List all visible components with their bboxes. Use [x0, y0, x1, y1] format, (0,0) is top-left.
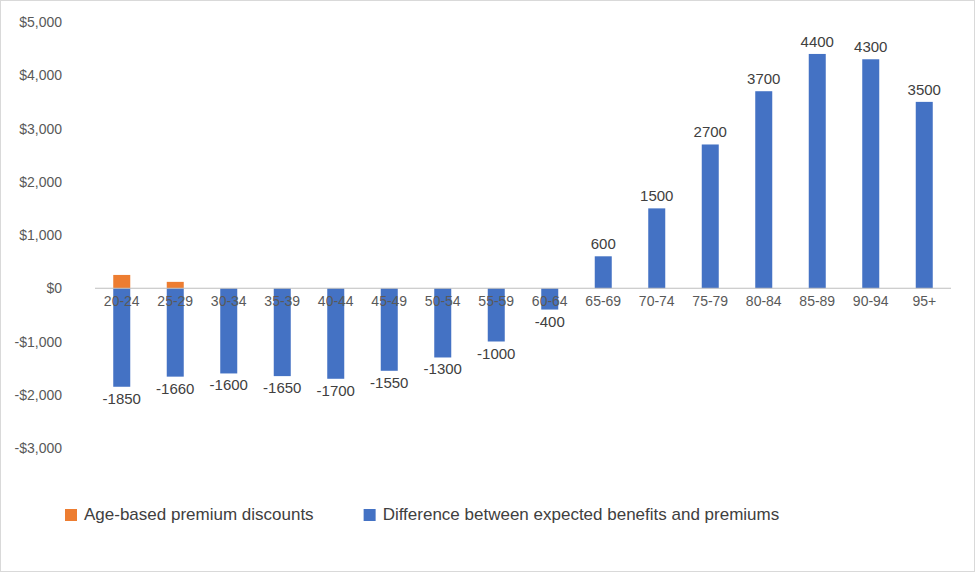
y-tick-label: $0	[46, 280, 62, 296]
y-tick-label: $2,000	[19, 174, 62, 190]
y-tick-label: -$3,000	[15, 440, 63, 456]
legend-label: Difference between expected benefits and…	[383, 505, 780, 524]
x-tick-label: 20-24	[104, 293, 140, 309]
data-label: -1300	[424, 360, 462, 377]
chart: -$3,000 -$2,000 -$1,000 $0 $1,000 $2,000 $3,00…	[0, 0, 975, 572]
x-tick-label: 50-54	[425, 293, 461, 309]
data-label: 1500	[640, 187, 673, 204]
legend: Age-based premium discounts Difference be…	[65, 505, 779, 524]
bar	[702, 144, 719, 288]
y-tick-label: $3,000	[19, 121, 62, 137]
data-label: -1650	[263, 379, 301, 396]
data-label: -1600	[210, 376, 248, 393]
x-tick-label: 90-94	[853, 293, 889, 309]
data-label: -400	[535, 313, 565, 330]
x-tick-label: 25-29	[157, 293, 193, 309]
x-tick-label: 80-84	[746, 293, 782, 309]
x-tick-label: 70-74	[639, 293, 675, 309]
bar	[595, 256, 612, 288]
bar	[113, 275, 130, 288]
x-tick-label: 30-34	[211, 293, 247, 309]
data-label: -1700	[317, 382, 355, 399]
x-tick-label: 45-49	[371, 293, 407, 309]
data-label: 4400	[801, 33, 834, 50]
x-tick-label: 65-69	[585, 293, 621, 309]
data-label: 600	[591, 235, 616, 252]
bars	[113, 54, 933, 387]
data-label: -1550	[370, 374, 408, 391]
legend-label: Age-based premium discounts	[84, 505, 314, 524]
x-axis-line	[95, 288, 951, 289]
bar	[755, 91, 772, 288]
bar	[648, 208, 665, 288]
legend-swatch	[65, 509, 77, 521]
x-tick-label: 75-79	[692, 293, 728, 309]
data-label: 2700	[694, 123, 727, 140]
data-label: -1660	[156, 380, 194, 397]
bar	[809, 54, 826, 288]
data-label: 3500	[908, 81, 941, 98]
y-tick-label: $4,000	[19, 67, 62, 83]
x-tick-label: 40-44	[318, 293, 354, 309]
bar	[167, 282, 184, 288]
x-tick-label: 35-39	[264, 293, 300, 309]
x-tick-label: 85-89	[799, 293, 835, 309]
legend-swatch	[364, 509, 376, 521]
data-label: -1850	[103, 390, 141, 407]
y-tick-label: $5,000	[19, 14, 62, 30]
bar	[916, 102, 933, 288]
data-label: -1000	[477, 345, 515, 362]
x-tick-label: 55-59	[478, 293, 514, 309]
x-tick-label: 95+	[912, 293, 936, 309]
y-tick-label: -$1,000	[15, 334, 63, 350]
y-tick-label: -$2,000	[15, 387, 63, 403]
x-tick-label: 60-64	[532, 293, 568, 309]
data-label: 3700	[747, 70, 780, 87]
data-label: 4300	[854, 38, 887, 55]
y-tick-label: $1,000	[19, 227, 62, 243]
bar	[862, 59, 879, 288]
chart-frame	[1, 1, 975, 572]
